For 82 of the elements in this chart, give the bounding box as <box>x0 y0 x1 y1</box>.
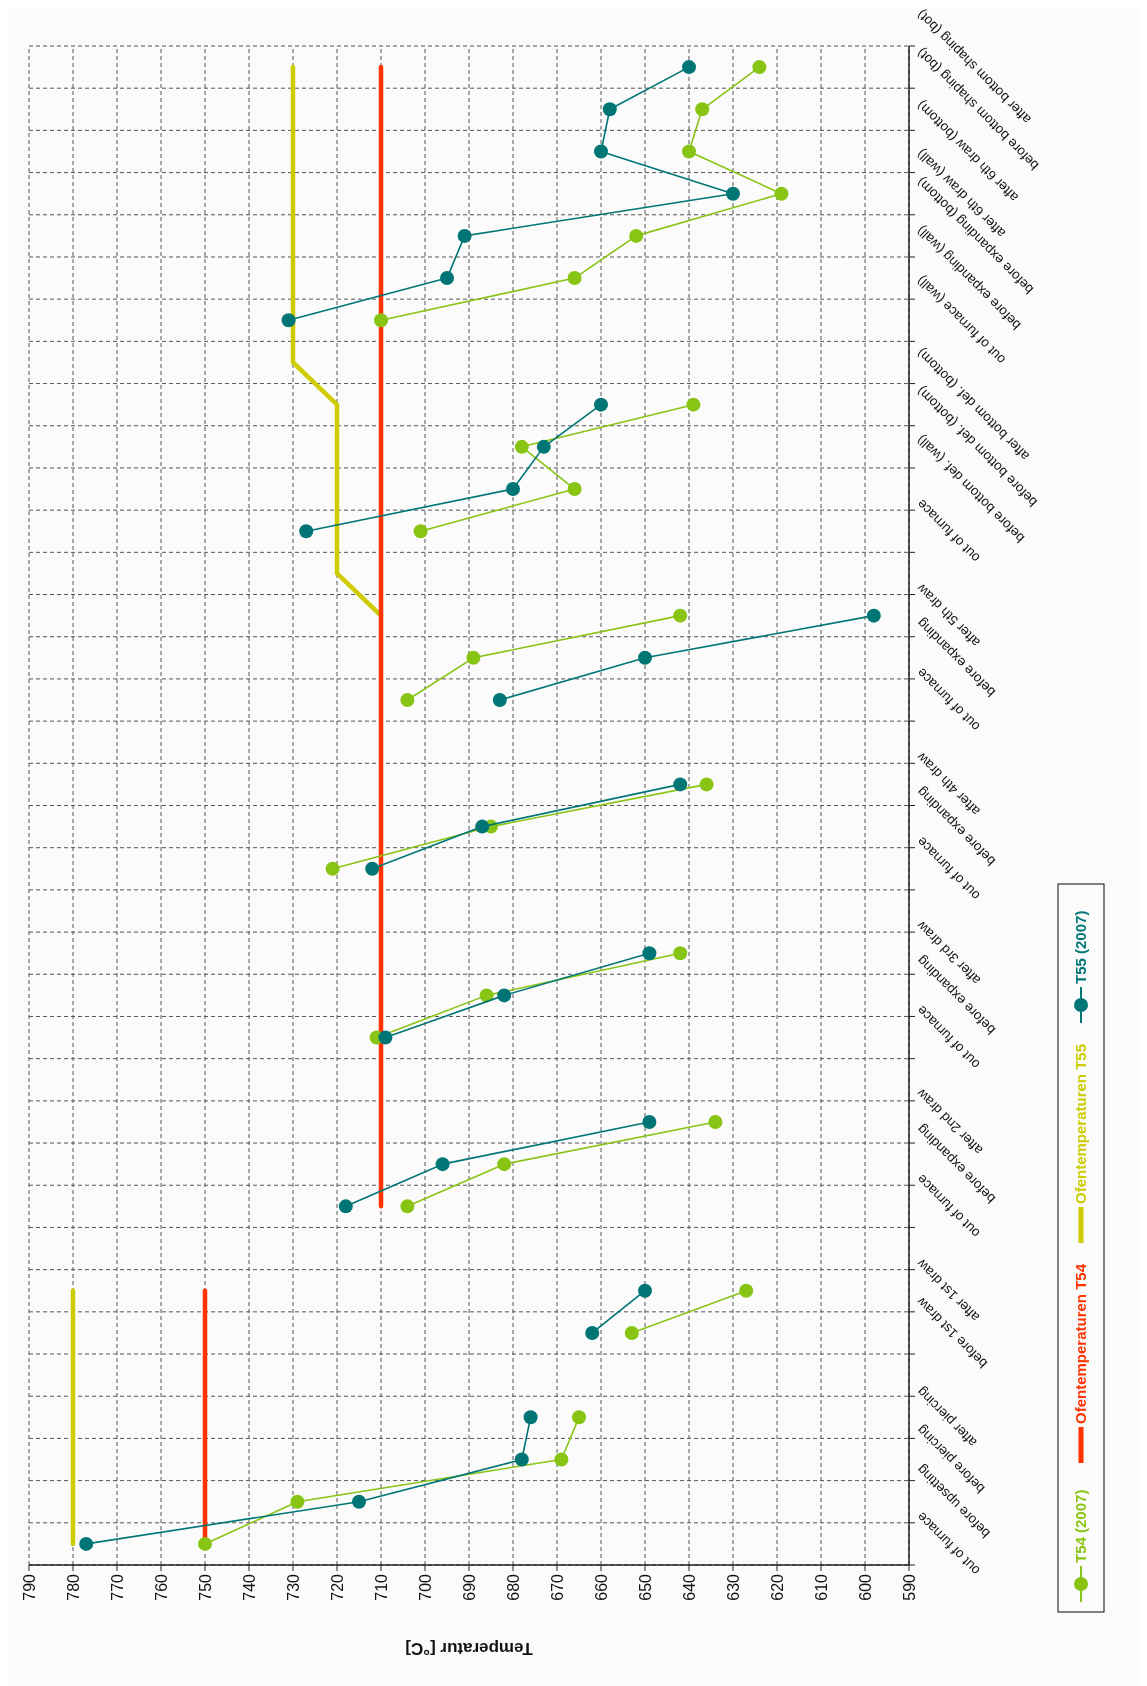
point <box>479 988 494 1003</box>
point <box>752 60 767 75</box>
x-tick-label: 790 <box>20 1573 38 1601</box>
point <box>726 186 740 201</box>
point <box>79 1536 94 1551</box>
point <box>514 1452 529 1467</box>
x-tick-label: 680 <box>504 1573 522 1601</box>
point <box>699 777 714 792</box>
point <box>440 271 454 286</box>
point <box>708 1114 723 1129</box>
point <box>567 482 582 497</box>
x-tick-label: 620 <box>768 1573 786 1601</box>
x-tick-label: 750 <box>196 1573 214 1601</box>
point <box>629 228 644 243</box>
point <box>624 1325 639 1340</box>
point <box>594 144 608 159</box>
point <box>338 1199 353 1214</box>
x-tick-label: 640 <box>680 1573 698 1601</box>
x-tick-label: 720 <box>328 1573 346 1601</box>
point <box>198 1536 212 1551</box>
x-tick-label: 710 <box>372 1573 390 1601</box>
text: T55 (2007) <box>1072 910 1090 984</box>
point <box>594 397 608 412</box>
x-tick-label: 630 <box>724 1573 742 1601</box>
point <box>413 524 428 539</box>
point <box>378 1030 393 1045</box>
point <box>638 650 652 665</box>
point <box>695 102 710 117</box>
point <box>642 946 657 961</box>
point <box>554 1452 569 1467</box>
x-tick-label: 780 <box>64 1573 82 1601</box>
point <box>400 1199 415 1214</box>
point <box>673 946 688 961</box>
point <box>585 1325 600 1340</box>
x-tick-label: 590 <box>900 1573 918 1601</box>
x-tick-label: 660 <box>592 1573 610 1601</box>
point <box>506 482 520 497</box>
point <box>457 228 472 243</box>
x-tick-label: 730 <box>284 1573 302 1601</box>
point <box>523 1410 538 1425</box>
x-axis-title: Temperatur [°C] <box>405 1639 533 1658</box>
point <box>352 1494 366 1509</box>
point <box>739 1283 754 1298</box>
point <box>281 313 296 328</box>
point <box>682 60 696 75</box>
point <box>602 102 617 117</box>
point <box>673 608 688 623</box>
point <box>866 608 881 623</box>
point <box>497 988 512 1003</box>
x-tick-label: 610 <box>812 1573 830 1601</box>
point <box>638 1283 652 1298</box>
point <box>682 144 696 159</box>
point <box>374 313 388 328</box>
point <box>686 397 701 412</box>
point <box>365 861 380 876</box>
point <box>774 186 789 201</box>
point <box>673 777 688 792</box>
x-tick-label: 670 <box>548 1573 566 1601</box>
point <box>435 1157 450 1172</box>
point <box>536 439 551 454</box>
point <box>572 1410 586 1425</box>
point <box>642 1114 657 1129</box>
text: T54 (2007) <box>1072 1489 1090 1563</box>
point <box>567 271 582 286</box>
point <box>492 693 507 708</box>
x-tick-label: 760 <box>152 1573 170 1601</box>
x-tick-label: 700 <box>416 1573 434 1601</box>
point <box>325 861 340 876</box>
x-tick-label: 690 <box>460 1573 478 1601</box>
point <box>290 1494 305 1509</box>
text: Ofentemperaturen T54 <box>1072 1263 1090 1424</box>
point <box>514 439 529 454</box>
x-tick-label: 740 <box>240 1573 258 1601</box>
text: Ofentemperaturen T55 <box>1072 1043 1090 1204</box>
x-tick-label: 770 <box>108 1573 126 1601</box>
x-tick-label: 650 <box>636 1573 654 1601</box>
point <box>497 1157 512 1172</box>
x-tick-label: 600 <box>856 1573 874 1601</box>
point <box>475 819 490 834</box>
point <box>299 524 314 539</box>
point <box>466 650 481 665</box>
point <box>400 693 415 708</box>
